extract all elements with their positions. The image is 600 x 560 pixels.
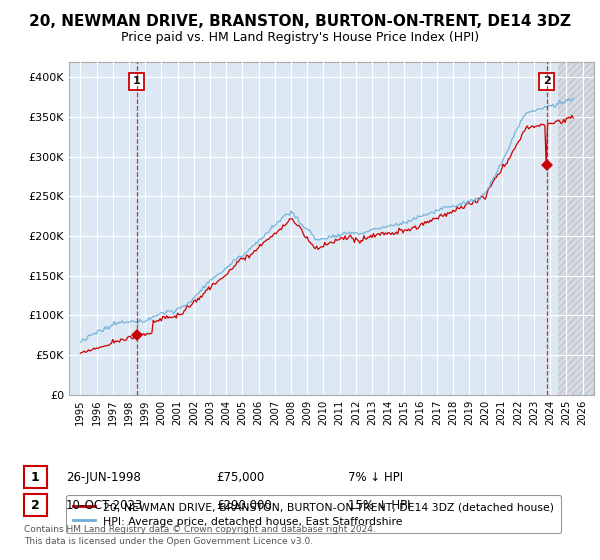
Text: 10-OCT-2023: 10-OCT-2023 <box>66 498 143 512</box>
Legend: 20, NEWMAN DRIVE, BRANSTON, BURTON-ON-TRENT, DE14 3DZ (detached house), HPI: Ave: 20, NEWMAN DRIVE, BRANSTON, BURTON-ON-TR… <box>67 495 561 533</box>
Text: 26-JUN-1998: 26-JUN-1998 <box>66 470 141 484</box>
Text: Price paid vs. HM Land Registry's House Price Index (HPI): Price paid vs. HM Land Registry's House … <box>121 31 479 44</box>
Text: 2: 2 <box>543 76 551 86</box>
Text: 2: 2 <box>31 498 40 512</box>
Text: 20, NEWMAN DRIVE, BRANSTON, BURTON-ON-TRENT, DE14 3DZ: 20, NEWMAN DRIVE, BRANSTON, BURTON-ON-TR… <box>29 14 571 29</box>
Text: 1: 1 <box>31 470 40 484</box>
Text: 1: 1 <box>133 76 140 86</box>
Text: 15% ↓ HPI: 15% ↓ HPI <box>348 498 410 512</box>
Text: Contains HM Land Registry data © Crown copyright and database right 2024.
This d: Contains HM Land Registry data © Crown c… <box>24 525 376 546</box>
Text: £290,000: £290,000 <box>216 498 272 512</box>
Text: 7% ↓ HPI: 7% ↓ HPI <box>348 470 403 484</box>
Bar <box>559 62 599 395</box>
Text: £75,000: £75,000 <box>216 470 264 484</box>
